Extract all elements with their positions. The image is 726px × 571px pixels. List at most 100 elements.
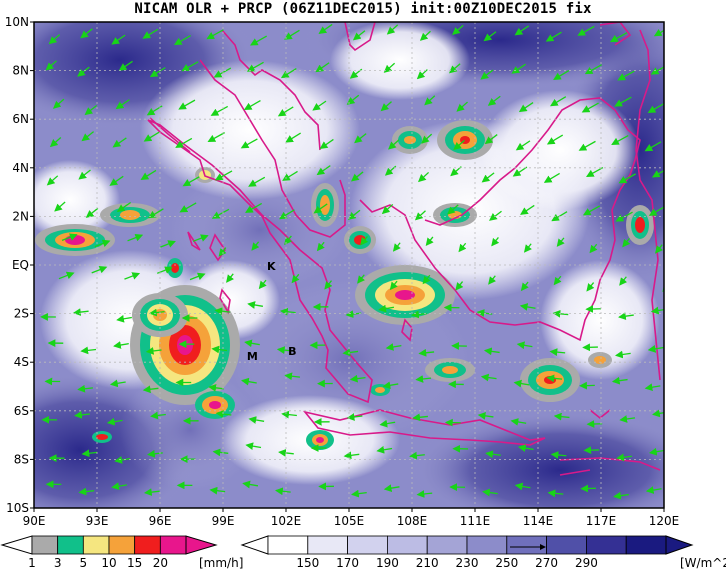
precip-legend-label: 20	[153, 556, 168, 570]
wind-arrow	[192, 234, 209, 242]
wind-arrow	[409, 451, 425, 460]
wind-arrow	[546, 374, 563, 383]
wind-arrow	[650, 66, 664, 75]
wind-arrow	[584, 64, 602, 75]
wind-arrow	[112, 137, 127, 148]
wind-arrow	[274, 487, 291, 496]
wind-arrow	[581, 102, 599, 113]
wind-arrow	[277, 106, 294, 117]
olr-legend-label: 190	[376, 556, 399, 570]
wind-arrow	[655, 244, 663, 254]
precip-legend-swatch	[82, 535, 110, 555]
lat-tick-label: 2N	[12, 209, 29, 223]
wind-arrow	[124, 272, 141, 280]
wind-arrow	[520, 204, 535, 215]
wind-arrow	[318, 23, 333, 34]
wind-arrow	[148, 308, 165, 317]
wind-arrow	[352, 30, 366, 41]
wind-arrow	[115, 99, 130, 110]
wind-arrow	[160, 240, 176, 248]
wind-arrow	[456, 101, 468, 112]
wind-arrow	[514, 25, 530, 36]
wind-arrow	[258, 279, 267, 290]
wind-arrow	[651, 169, 664, 178]
wind-arrow	[279, 307, 296, 316]
wind-arrow	[250, 35, 268, 46]
lon-tick-label: 114E	[523, 514, 554, 528]
wind-arrow	[653, 29, 664, 37]
wind-arrow	[425, 236, 434, 246]
wind-arrow	[281, 410, 297, 419]
wind-arrow	[650, 306, 664, 315]
olr-legend-label: 210	[416, 556, 439, 570]
lat-tick-label: 8S	[14, 452, 29, 466]
wind-arrow	[419, 30, 431, 41]
wind-arrow	[491, 237, 500, 247]
wind-arrow	[549, 348, 566, 357]
wind-arrow	[488, 275, 497, 285]
wind-arrow	[211, 345, 228, 354]
lon-tick-label: 90E	[23, 514, 46, 528]
wind-arrow	[178, 99, 196, 110]
wind-arrow	[619, 415, 636, 423]
wind-arrow	[77, 66, 90, 77]
lat-tick-label: 10N	[5, 15, 29, 29]
wind-arrow	[109, 379, 126, 388]
wind-arrow	[85, 207, 99, 218]
wind-arrow	[614, 350, 631, 359]
gridlines	[34, 22, 664, 508]
wind-arrow	[207, 132, 225, 143]
lon-tick-label: 120E	[649, 514, 680, 528]
wind-vectors	[40, 23, 664, 500]
wind-arrow	[385, 343, 402, 351]
wind-arrow	[611, 376, 628, 385]
wind-arrow	[611, 134, 629, 145]
wind-arrow	[483, 31, 497, 42]
wind-arrow	[477, 412, 494, 420]
wind-arrow	[58, 271, 75, 280]
wind-arrow	[181, 61, 199, 72]
wind-arrow	[343, 451, 360, 460]
wind-arrow	[319, 138, 334, 149]
olr-legend-swatch	[546, 535, 587, 555]
olr-field	[34, 22, 664, 508]
lon-tick-label: 102E	[271, 514, 302, 528]
wind-arrow	[648, 447, 664, 456]
wind-arrow	[547, 489, 564, 498]
wind-arrow	[586, 282, 595, 292]
wind-arrow	[84, 104, 98, 116]
wind-arrow	[78, 169, 91, 180]
wind-arrow	[421, 133, 433, 144]
wind-arrow	[349, 374, 366, 383]
wind-arrow	[515, 140, 531, 151]
wind-arrow	[416, 69, 428, 80]
olr-legend-swatch	[267, 535, 309, 555]
wind-arrow	[589, 243, 598, 254]
lon-tick-label: 111E	[460, 514, 491, 528]
olr-legend-swatch	[625, 535, 667, 555]
lat-tick-label: 4S	[14, 355, 29, 369]
wind-arrow	[455, 281, 464, 291]
precip-legend-label: 5	[80, 556, 88, 570]
wind-arrow	[383, 484, 400, 492]
wind-arrow	[278, 449, 294, 457]
wind-arrow	[578, 140, 596, 151]
wind-arrow	[553, 275, 562, 286]
wind-arrow	[285, 132, 301, 143]
precip-legend-swatch	[31, 535, 59, 555]
wind-arrow	[483, 347, 500, 356]
wind-arrow	[48, 34, 61, 45]
wind-arrow	[614, 96, 632, 107]
wind-arrow	[520, 281, 529, 292]
wind-arrow	[276, 346, 293, 354]
wind-arrow	[453, 139, 465, 151]
lat-tick-label: 4N	[12, 161, 29, 175]
wind-arrow	[357, 274, 365, 284]
wind-arrow	[647, 345, 664, 353]
wind-arrow	[487, 95, 501, 106]
precip-legend-swatch	[159, 535, 187, 555]
olr-unit: [W/m^2]	[680, 556, 726, 570]
wind-arrow	[422, 274, 431, 285]
precip-legend-label: 1	[28, 556, 36, 570]
